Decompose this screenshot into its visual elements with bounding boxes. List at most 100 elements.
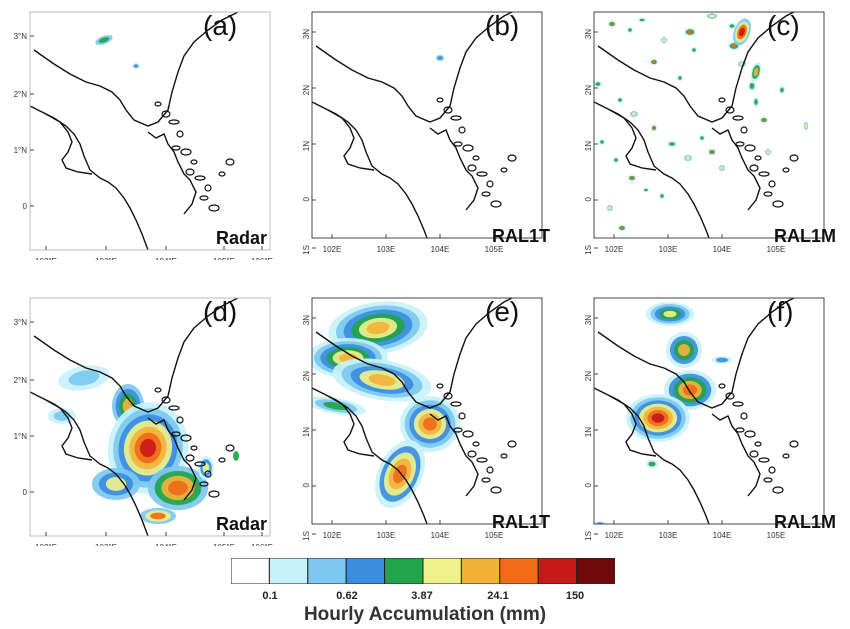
precip-cell (620, 226, 624, 230)
lat-tick-label: 0 (584, 482, 593, 487)
precip-cell (53, 411, 71, 421)
lat-tick-label: 0 (23, 488, 28, 497)
lon-tick-label: 106°E (251, 257, 273, 260)
colorbar-tick-label: 150 (565, 590, 585, 602)
island-outline (225, 444, 235, 452)
panel-letter: (a) (203, 10, 238, 41)
lat-tick-label: 1S (302, 531, 311, 541)
precip-cell (323, 401, 349, 411)
island-outline (763, 191, 773, 197)
precip-cell (660, 194, 664, 198)
lon-tick-label: 104E (431, 531, 450, 540)
lon-tick-label: 103E (659, 245, 678, 254)
precip-cell (618, 98, 622, 102)
lat-tick-label: 2°N (14, 90, 28, 99)
island-outline (789, 154, 799, 162)
coastline (312, 12, 517, 238)
lon-tick-label: 105°E (213, 543, 235, 546)
island-outline (154, 101, 162, 107)
lon-tick-label: 102E (605, 245, 624, 254)
island-outline (744, 430, 756, 438)
precip-cell (709, 14, 715, 18)
precip-field (436, 55, 444, 61)
precip-field (594, 302, 732, 524)
colorbar-swatch (499, 558, 539, 584)
coastline (30, 12, 239, 250)
precip-cell (762, 118, 766, 122)
precip-cell (68, 370, 100, 386)
island-outline (481, 191, 491, 197)
precip-cell (366, 321, 390, 335)
map-panel: 3N 2N 1N 0 1S 102E 103E 104E 105E (e) RAL1T (290, 288, 560, 546)
map-panel: 3N 2N 1N 0 1S 102E 103E 104E 105E (c) RAL1M (572, 2, 842, 260)
lat-tick-label: 3N (584, 315, 593, 325)
island-outline (208, 490, 220, 498)
island-outline (725, 106, 735, 114)
island-outline (740, 126, 748, 134)
lon-tick-label: 102°E (35, 543, 57, 546)
island-outline (749, 164, 759, 172)
panel-source-label: RAL1M (774, 226, 836, 246)
island-outline (436, 383, 444, 389)
island-outline (718, 383, 726, 389)
map-canvas: 3N 2N 1N 0 1S 102E 103E 104E 105E (302, 297, 543, 541)
island-outline (486, 466, 494, 474)
panel-source-label: Radar (216, 228, 268, 248)
precip-cell (766, 150, 770, 154)
precip-cell (678, 76, 682, 80)
colorbar-tick-label: 3.87 (411, 590, 433, 602)
precip-cell (139, 438, 157, 458)
map-canvas: 3N 2N 1N 0 1S 102E 103E 104E 105E (584, 297, 825, 541)
panel-letter: (b) (485, 10, 520, 41)
map-frame (29, 297, 271, 537)
precip-cell (639, 18, 645, 22)
map-panel: 3N 2N 1N 0 1S 102E 103E 104E 105E (b) RAL1T (290, 2, 560, 260)
island-outline (436, 97, 444, 103)
panel-source-label: RAL1T (492, 226, 550, 246)
colorbar-swatch (307, 558, 347, 584)
lon-tick-label: 104°E (155, 543, 177, 546)
island-outline (758, 171, 770, 177)
island-outline (735, 141, 745, 147)
island-outline (168, 405, 180, 411)
lon-tick-label: 102E (323, 531, 342, 540)
island-outline (744, 144, 756, 152)
precip-cell (729, 24, 735, 28)
map-canvas: 3°N 2°N 1°N 0 102°E 103°E 104°E 105°E 106°E (14, 297, 273, 546)
island-outline (754, 441, 762, 447)
lat-tick-label: 3N (584, 29, 593, 39)
precip-cell (739, 27, 745, 37)
island-outline (772, 200, 784, 208)
island-outline (782, 453, 790, 459)
precip-cell (682, 384, 698, 396)
lat-tick-label: 1N (302, 427, 311, 437)
colorbar-swatch (576, 558, 615, 584)
lat-tick-label: 3°N (14, 32, 28, 41)
lat-tick-label: 3°N (14, 318, 28, 327)
island-outline (763, 477, 773, 483)
island-outline (732, 401, 744, 407)
island-outline (161, 396, 171, 404)
island-outline (168, 119, 180, 125)
lat-tick-label: 1N (584, 141, 593, 151)
island-outline (204, 184, 212, 192)
precip-cell (150, 512, 166, 520)
lon-tick-label: 103E (377, 245, 396, 254)
lat-tick-label: 0 (302, 196, 311, 201)
island-outline (758, 457, 770, 463)
island-outline (185, 454, 195, 462)
island-outline (185, 168, 195, 176)
precip-cell (233, 451, 239, 461)
precip-cell (700, 136, 704, 140)
island-outline (180, 148, 192, 156)
island-outline (190, 445, 198, 451)
island-outline (176, 130, 184, 138)
precip-cell (133, 64, 139, 68)
island-outline (161, 110, 171, 118)
precip-cell (648, 461, 656, 467)
lat-tick-label: 3N (302, 29, 311, 39)
island-outline (732, 115, 744, 121)
lon-tick-label: 104E (713, 245, 732, 254)
precip-cell (749, 83, 755, 89)
precip-cell (608, 206, 612, 210)
